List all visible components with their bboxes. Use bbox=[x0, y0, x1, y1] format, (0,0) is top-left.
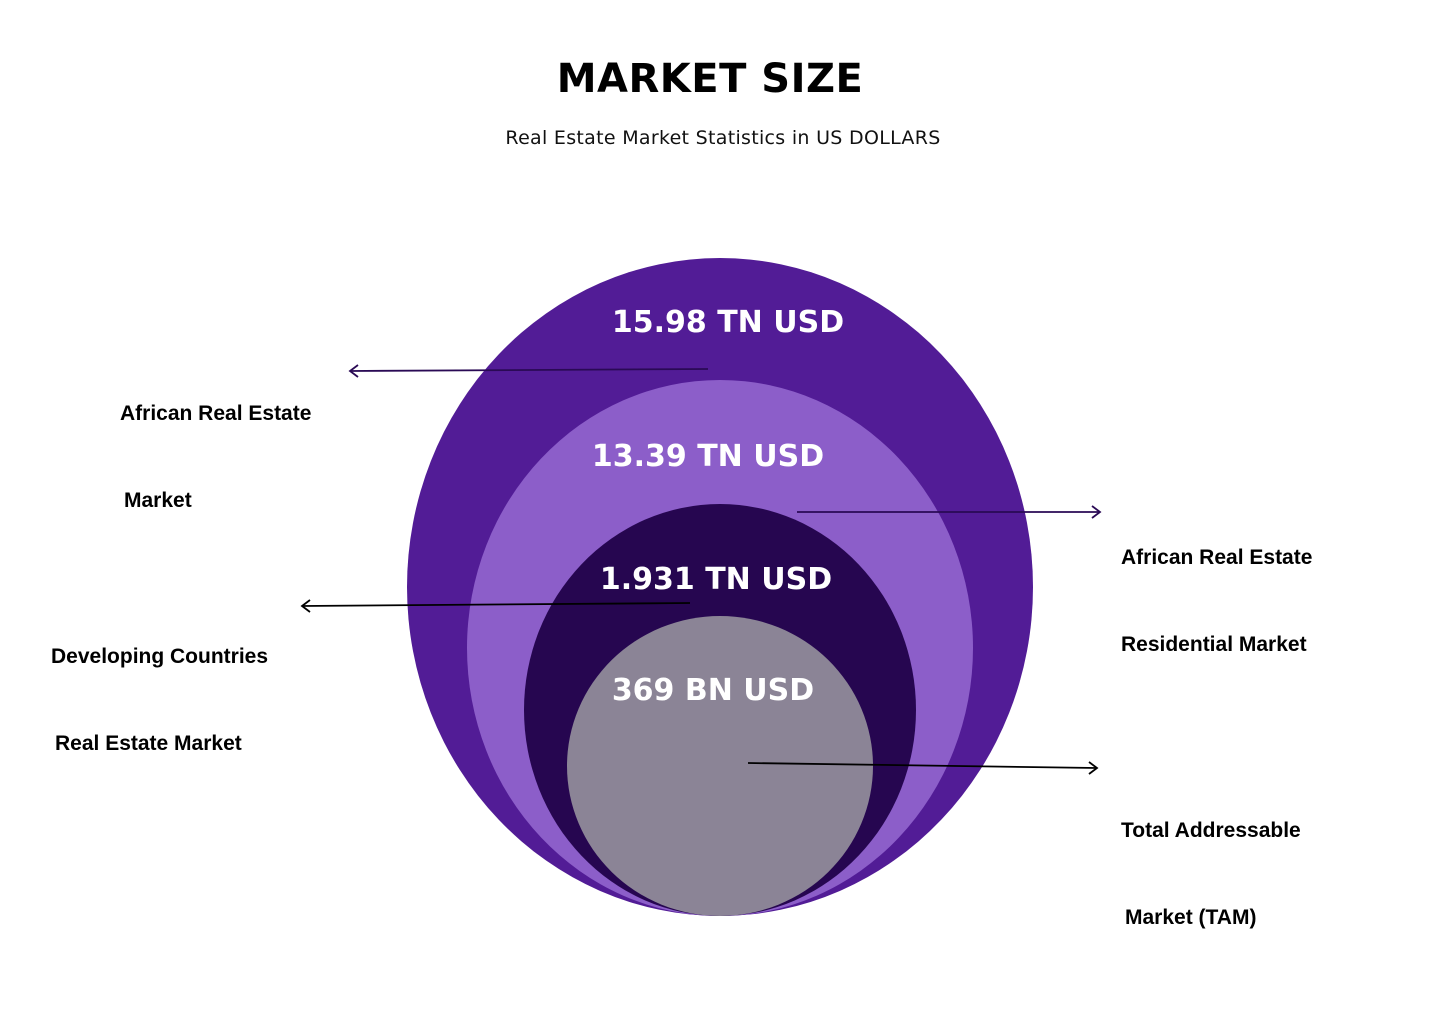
label-african-real-estate-market: African Real Estate Market bbox=[120, 341, 311, 544]
label-african-residential-market-line1: African Real Estate bbox=[1121, 546, 1313, 569]
value-african-residential-market: 13.39 TN USD bbox=[592, 439, 824, 474]
value-developing-countries-market: 1.931 TN USD bbox=[600, 562, 832, 597]
label-developing-countries-market-line1: Developing Countries bbox=[51, 645, 269, 668]
label-total-addressable-market: Total Addressable Market (TAM) bbox=[1121, 758, 1301, 961]
value-african-real-estate-market: 15.98 TN USD bbox=[612, 305, 844, 340]
label-developing-countries-market-line2: Real Estate Market bbox=[55, 732, 242, 755]
label-african-real-estate-market-line1: African Real Estate bbox=[120, 402, 312, 425]
arrow-developing-countries-market bbox=[300, 599, 691, 613]
label-developing-countries-market: Developing Countries Real Estate Market bbox=[51, 584, 268, 787]
label-african-real-estate-market-line2: Market bbox=[124, 489, 192, 512]
arrow-african-residential-market bbox=[797, 505, 1102, 519]
circle-total-addressable-market bbox=[567, 616, 873, 916]
page-title: MARKET SIZE bbox=[556, 56, 864, 102]
arrow-african-real-estate-market bbox=[348, 364, 709, 378]
value-total-addressable-market: 369 BN USD bbox=[612, 673, 814, 708]
label-total-addressable-market-line2: Market (TAM) bbox=[1125, 906, 1257, 929]
page-subtitle: Real Estate Market Statistics in US DOLL… bbox=[505, 127, 941, 149]
arrow-total-addressable-market bbox=[747, 761, 1099, 775]
label-african-residential-market: African Real Estate Residential Market bbox=[1121, 485, 1312, 688]
label-african-residential-market-line2: Residential Market bbox=[1121, 633, 1307, 656]
label-total-addressable-market-line1: Total Addressable bbox=[1121, 819, 1301, 842]
